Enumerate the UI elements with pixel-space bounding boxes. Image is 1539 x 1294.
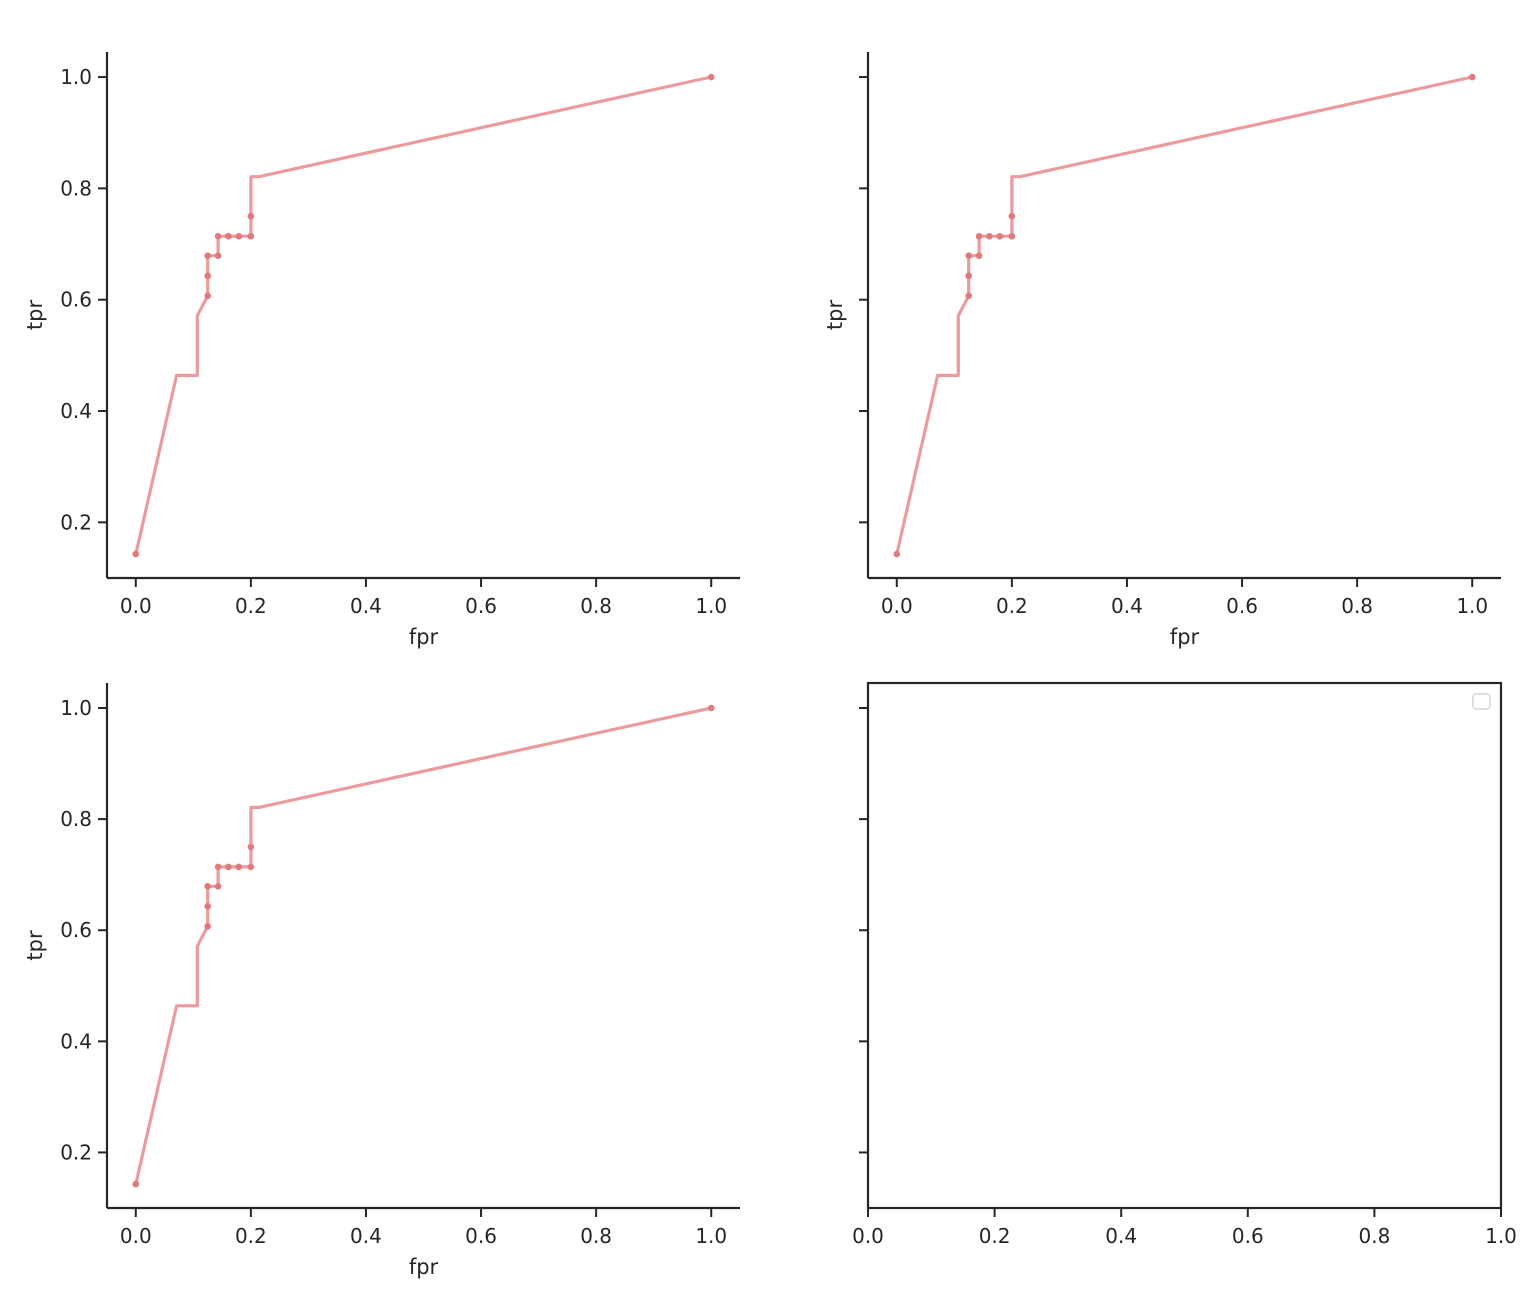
roc-point: [986, 232, 993, 240]
roc-point: [975, 252, 983, 260]
roc-point: [225, 232, 232, 240]
y-tick-label: 0.4: [60, 399, 92, 423]
x-tick-label: 0.8: [1358, 1224, 1390, 1248]
roc-point: [204, 252, 212, 260]
roc-point: [707, 73, 715, 81]
x-tick-label: 0.4: [350, 594, 382, 618]
roc-point: [893, 550, 901, 558]
roc-point: [204, 923, 212, 930]
legend-box: [1472, 693, 1491, 710]
roc-point: [204, 883, 212, 890]
x-tick-label: 0.6: [1232, 1224, 1264, 1248]
x-tick-label: 0.2: [235, 594, 267, 618]
x-tick-label: 0.6: [465, 594, 497, 618]
roc-point: [965, 272, 973, 280]
x-tick-label: 0.2: [996, 594, 1028, 618]
panel-bottom-right: 0.0 0.2 0.4 0.6 0.8 1.0: [852, 681, 1517, 1248]
roc-curve-line: [134, 75, 713, 556]
panel-bottom-left: 0.0 0.2 0.4 0.6 0.8 1.0 0.2 0.4 0.6 0.8 1.0 fpr tpr: [23, 683, 740, 1279]
roc-point: [247, 843, 255, 851]
roc-curve-line: [134, 706, 713, 1186]
x-tick-label: 1.0: [1456, 594, 1488, 618]
roc-point: [247, 863, 255, 871]
roc-point: [247, 232, 255, 240]
roc-point: [1468, 73, 1476, 81]
roc-point: [225, 863, 232, 871]
roc-point: [132, 1180, 140, 1188]
roc-point: [965, 252, 973, 260]
roc-point: [204, 292, 212, 300]
roc-point: [965, 292, 973, 300]
x-tick-label: 0.0: [852, 1224, 884, 1248]
x-tick-label: 0.0: [120, 1224, 152, 1248]
roc-point: [204, 272, 212, 280]
x-tick-label: 0.6: [465, 1224, 497, 1248]
x-tick-label: 0.0: [120, 594, 152, 618]
x-tick-label: 0.4: [350, 1224, 382, 1248]
x-axis-label: fpr: [409, 625, 439, 649]
x-tick-label: 0.6: [1226, 594, 1258, 618]
x-axis-label: fpr: [409, 1255, 439, 1279]
x-axis-label: fpr: [1170, 625, 1200, 649]
y-axis-label: tpr: [23, 300, 47, 331]
roc-point: [247, 212, 255, 220]
y-tick-label: 0.8: [60, 807, 92, 831]
y-tick-label: 0.2: [60, 510, 92, 534]
x-tick-label: 0.4: [1105, 1224, 1137, 1248]
x-tick-label: 0.4: [1111, 594, 1143, 618]
roc-point: [707, 704, 715, 712]
roc-point: [996, 232, 1004, 240]
x-tick-label: 0.0: [881, 594, 913, 618]
roc-point: [1008, 232, 1016, 240]
y-tick-label: 1.0: [60, 65, 92, 89]
x-tick-label: 0.8: [1341, 594, 1373, 618]
x-tick-label: 0.2: [235, 1224, 267, 1248]
panel-top-right: 0.0 0.2 0.4 0.6 0.8 1.0 fpr tpr: [823, 52, 1501, 649]
x-tick-label: 1.0: [1485, 1224, 1517, 1248]
panel-top-left: 0.0 0.2 0.4 0.6 0.8 1.0 0.2 0.4 0.6 0.8 1.0 fpr tpr: [23, 52, 740, 649]
y-axis-label: tpr: [23, 930, 47, 961]
roc-point: [214, 252, 222, 260]
roc-point: [132, 550, 140, 558]
axes-frame: [866, 681, 1503, 1210]
roc-point: [204, 903, 212, 910]
x-tick-label: 0.2: [979, 1224, 1011, 1248]
x-tick-label: 0.8: [580, 1224, 612, 1248]
roc-point: [214, 883, 222, 890]
x-tick-label: 1.0: [695, 594, 727, 618]
roc-point: [235, 232, 243, 240]
y-tick-label: 0.4: [60, 1029, 92, 1053]
y-tick-label: 0.2: [60, 1140, 92, 1164]
y-tick-label: 0.6: [60, 288, 92, 312]
y-tick-label: 0.8: [60, 176, 92, 200]
roc-point: [214, 232, 222, 240]
roc-point: [975, 232, 983, 240]
y-tick-label: 1.0: [60, 696, 92, 720]
roc-point: [235, 863, 243, 871]
x-tick-label: 0.8: [580, 594, 612, 618]
roc-curve-line: [895, 75, 1474, 556]
x-tick-label: 1.0: [695, 1224, 727, 1248]
roc-point: [214, 863, 222, 871]
y-axis-label: tpr: [823, 300, 847, 331]
roc-point: [1008, 212, 1016, 220]
y-tick-label: 0.6: [60, 918, 92, 942]
